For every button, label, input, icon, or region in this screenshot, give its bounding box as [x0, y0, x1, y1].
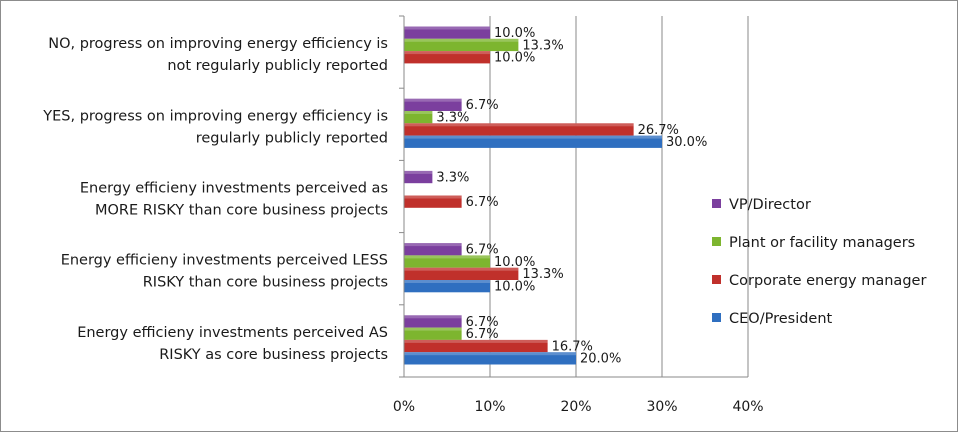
legend-swatch	[712, 237, 721, 246]
category-label: Energy efficieny investments perceived a…	[80, 181, 388, 219]
bar	[404, 267, 519, 280]
x-tick-label: 0%	[393, 399, 415, 415]
bar	[404, 195, 462, 208]
category-label: Energy efficieny investments perceived A…	[77, 325, 388, 363]
data-label: 6.7%	[466, 315, 499, 330]
data-label: 26.7%	[638, 123, 679, 138]
bar	[404, 38, 519, 52]
data-label: 3.3%	[436, 111, 469, 126]
gridlines	[489, 16, 749, 377]
data-label: 20.0%	[580, 352, 621, 367]
legend-label: CEO/President	[729, 311, 833, 327]
legend-swatch	[712, 275, 721, 284]
x-tick-label: 30%	[646, 399, 677, 415]
legend-swatch	[712, 199, 721, 208]
category-labels: NO, progress on improving energy efficie…	[42, 36, 388, 363]
legend-swatch	[712, 313, 721, 322]
axes: 0% 10% 20% 30% 40%	[393, 15, 764, 415]
bar	[404, 339, 548, 353]
bar	[404, 111, 433, 124]
x-tick-label: 40%	[732, 399, 763, 415]
legend: VP/Director Plant or facility managers Cor…	[712, 197, 926, 327]
data-label: 10.0%	[494, 51, 535, 66]
data-label: 6.7%	[466, 327, 499, 342]
bar	[404, 98, 462, 111]
bar	[404, 243, 462, 256]
x-tick-label: 20%	[560, 399, 591, 415]
data-label: 6.7%	[466, 98, 499, 113]
legend-label: Corporate energy manager	[729, 273, 926, 289]
x-tick-label: 10%	[474, 399, 505, 415]
bar	[404, 255, 490, 268]
bar	[404, 352, 576, 365]
data-label: 13.3%	[522, 267, 563, 282]
data-label: 10.0%	[494, 255, 535, 270]
data-label: 16.7%	[552, 339, 593, 354]
bars	[404, 26, 662, 365]
data-label: 6.7%	[466, 243, 499, 258]
data-label: 3.3%	[436, 170, 469, 185]
bar	[404, 280, 490, 293]
bar	[404, 123, 634, 136]
data-label: 30.0%	[666, 135, 707, 150]
category-label: NO, progress on improving energy efficie…	[48, 36, 388, 74]
bar	[404, 170, 433, 184]
data-labels: 10.0%6.7%3.3%6.7%6.7%13.3%3.3%10.0%6.7%1…	[436, 26, 707, 367]
bar	[404, 51, 490, 64]
bar	[404, 315, 462, 328]
data-label: 6.7%	[466, 195, 499, 210]
bar	[404, 26, 490, 39]
legend-label: VP/Director	[729, 197, 811, 213]
category-label: Energy efficieny investments perceived L…	[61, 253, 388, 291]
data-label: 13.3%	[522, 38, 563, 53]
category-label: YES, progress on improving energy effici…	[42, 108, 388, 146]
data-label: 10.0%	[494, 26, 535, 41]
data-label: 10.0%	[494, 280, 535, 295]
bar	[404, 135, 662, 148]
legend-label: Plant or facility managers	[729, 235, 915, 251]
bar	[404, 327, 462, 340]
